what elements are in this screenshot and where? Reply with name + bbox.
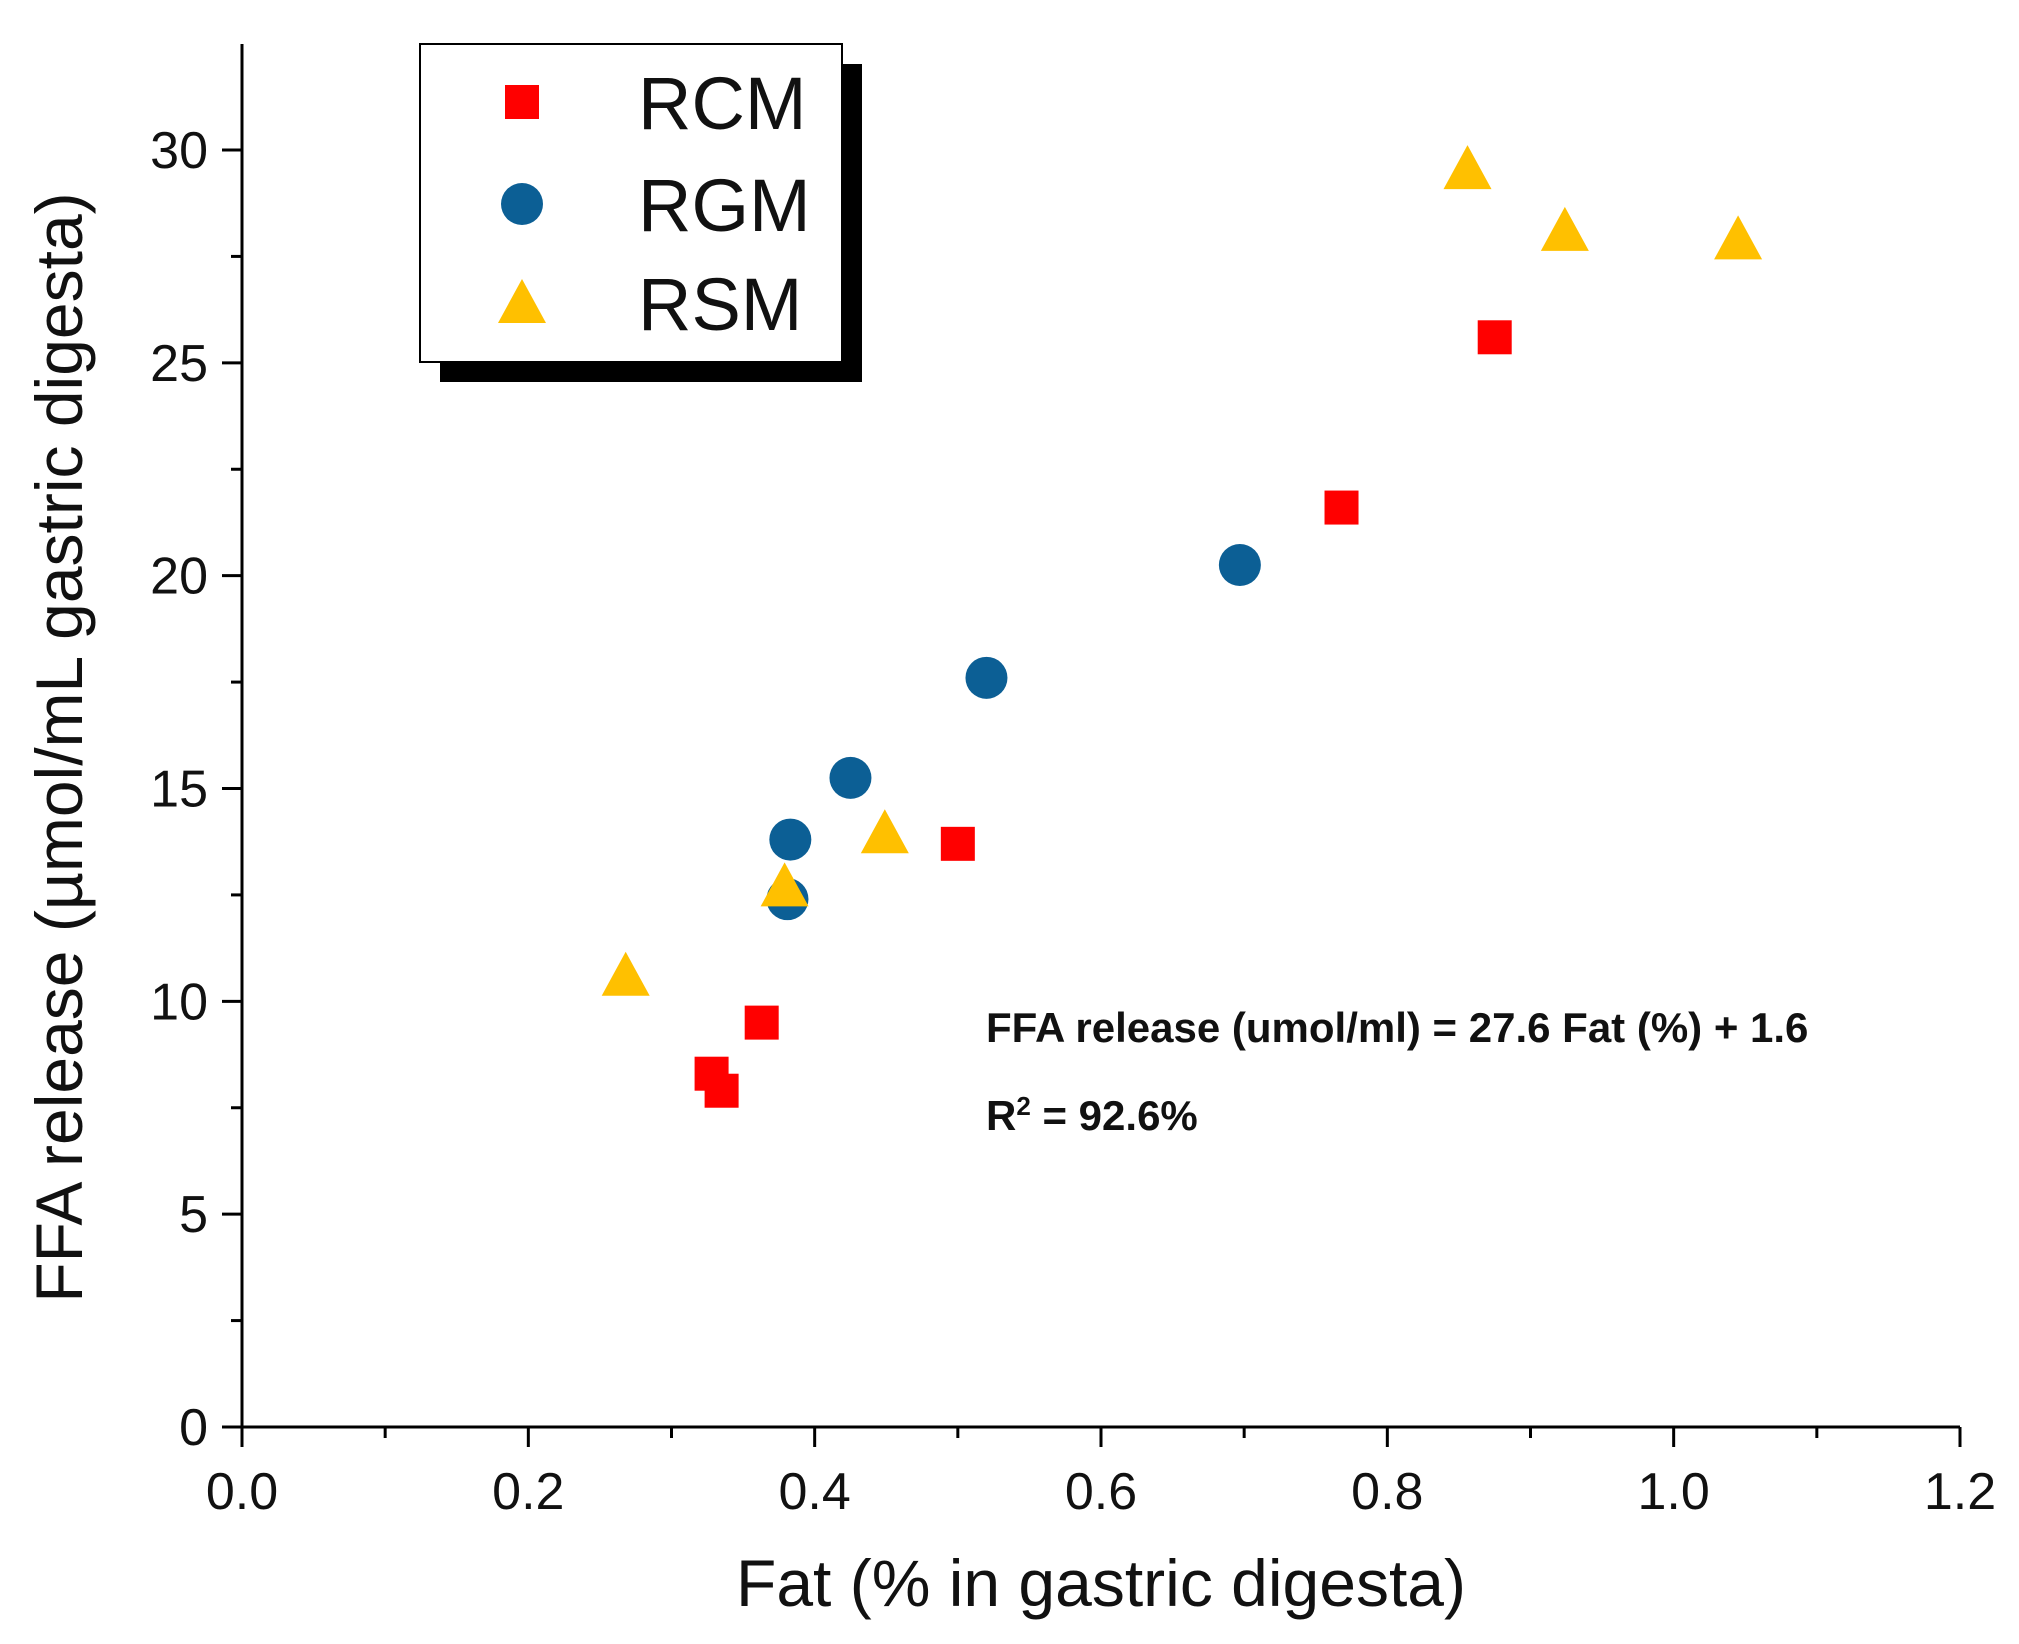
r-squared-value: = 92.6% (1031, 1092, 1198, 1139)
x-axis-ticks: 0.0 0.2 0.4 0.6 0.8 1.0 1.2 (206, 1427, 1996, 1521)
r-squared-superscript: 2 (1016, 1091, 1030, 1121)
r-squared-symbol: R (986, 1092, 1016, 1139)
data-point-rcm (1324, 490, 1359, 525)
x-tick-label: 1.2 (1924, 1463, 1996, 1521)
legend-label-rgm: RGM (638, 164, 811, 247)
series-rcm (694, 320, 1512, 1108)
x-tick-label: 1.0 (1638, 1463, 1710, 1521)
legend-marker-rgm (501, 183, 543, 225)
regression-equation: FFA release (umol/ml) = 27.6 Fat (%) + 1… (986, 1004, 1808, 1051)
data-point-rgm (829, 756, 872, 799)
x-tick-label: 0.4 (779, 1463, 851, 1521)
y-tick-label: 30 (150, 122, 208, 180)
legend-label-rcm: RCM (638, 62, 807, 145)
data-point-rsm (1540, 206, 1589, 251)
data-point-rcm (1477, 320, 1512, 355)
x-tick-label: 0.0 (206, 1463, 278, 1521)
series-rsm (601, 145, 1763, 996)
y-tick-label: 25 (150, 335, 208, 393)
legend-box (419, 43, 843, 363)
data-point-rsm (601, 951, 650, 996)
x-axis-title: Fat (% in gastric digesta) (736, 1546, 1466, 1620)
legend-marker-rsm (498, 279, 546, 323)
data-point-rcm (744, 1005, 779, 1040)
data-point-rsm (1443, 145, 1492, 190)
y-tick-label: 20 (150, 548, 208, 606)
y-tick-label: 15 (150, 761, 208, 819)
y-tick-label: 10 (150, 973, 208, 1031)
legend-marker-rcm (505, 85, 539, 119)
series-rgm (766, 544, 1261, 921)
y-tick-label: 0 (179, 1399, 208, 1457)
x-tick-label: 0.8 (1351, 1463, 1423, 1521)
data-point-rcm (704, 1073, 739, 1108)
y-tick-label: 5 (179, 1186, 208, 1244)
legend: RCM RGM RSM (419, 43, 862, 382)
data-point-rgm (1218, 544, 1261, 587)
x-tick-label: 0.2 (492, 1463, 564, 1521)
data-point-rsm (860, 809, 909, 854)
x-tick-label: 0.6 (1065, 1463, 1137, 1521)
data-point-rsm (1714, 215, 1763, 260)
data-points (601, 145, 1763, 1108)
legend-label-rsm: RSM (638, 263, 802, 346)
y-axis-title: FFA release (µmol/mL gastric digesta) (22, 192, 96, 1302)
y-axis-ticks: 0 5 10 15 20 25 30 (150, 122, 242, 1457)
data-point-rcm (940, 826, 975, 861)
r-squared-label: R2 = 92.6% (986, 1091, 1198, 1139)
data-point-rsm (760, 862, 809, 907)
data-point-rgm (769, 818, 812, 861)
data-point-rgm (965, 656, 1008, 699)
